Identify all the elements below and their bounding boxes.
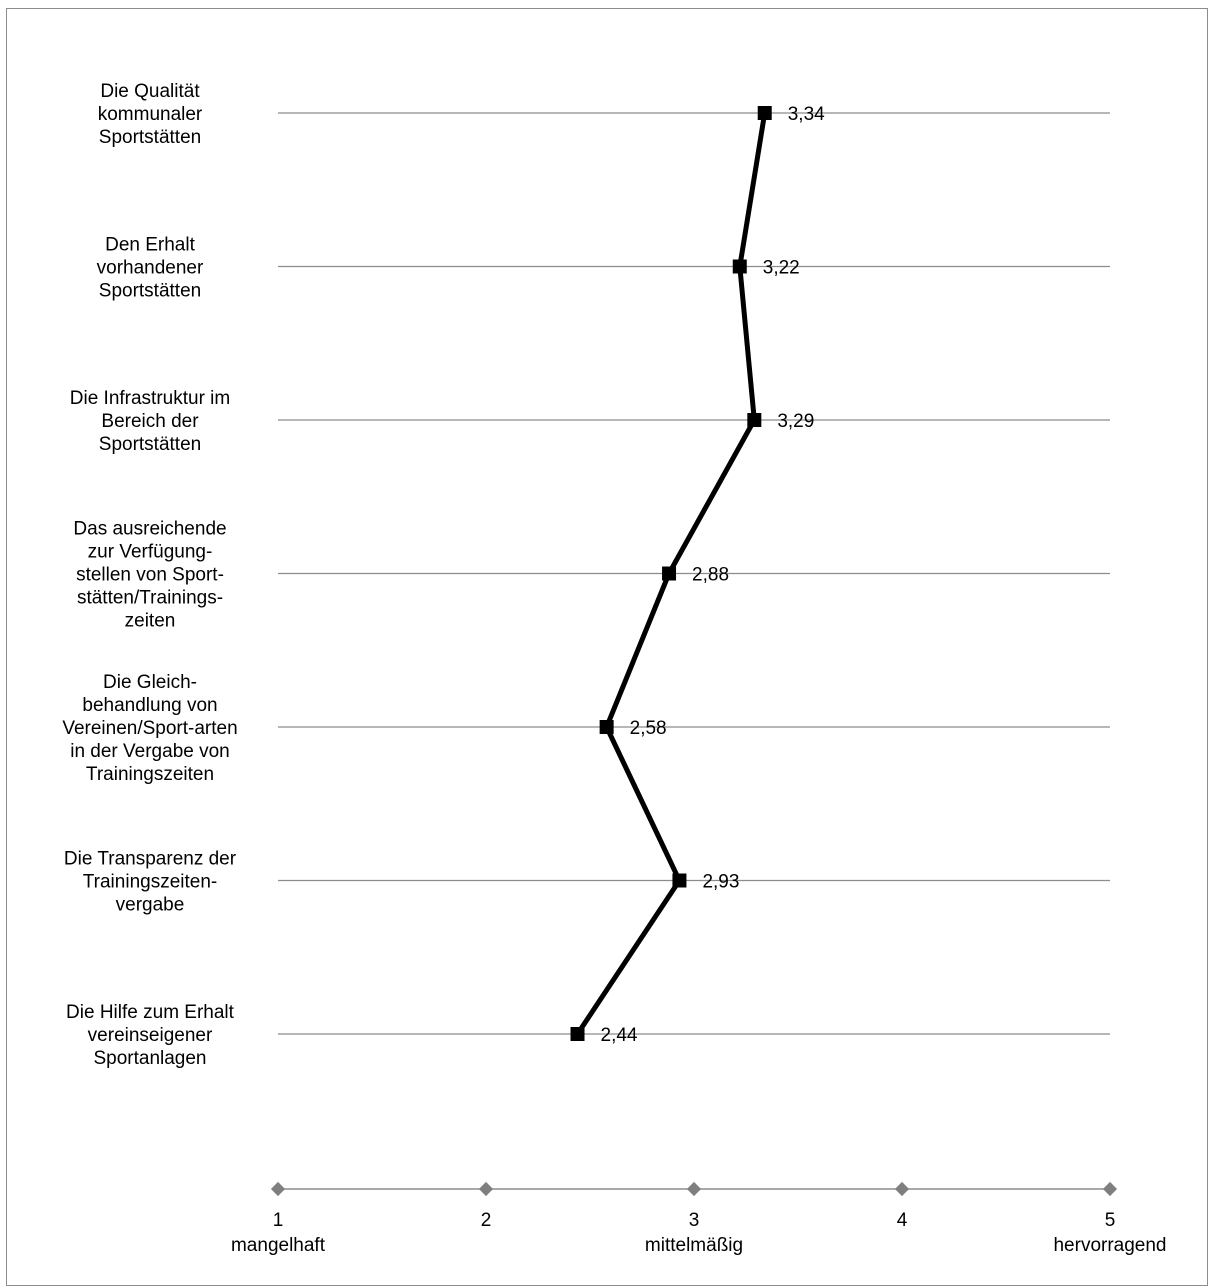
axis-tick-marker [1102, 1181, 1118, 1197]
category-label: Die Gleich-behandlung von Vereinen/Sport-… [62, 672, 237, 785]
axis-tick-number: 3 [689, 1210, 700, 1231]
category-label-line: Die Infrastruktur im [70, 388, 230, 409]
category-label-line: Sportanlagen [93, 1048, 206, 1069]
category-label: Die Transparenz der Trainingszeiten-verga… [64, 849, 237, 916]
data-value-label: 2,44 [601, 1025, 638, 1046]
category-label: Die Qualität kommunaler Sportstätten [98, 81, 203, 148]
category-label-line: Die Gleich- [103, 672, 197, 693]
category-label-line: Vereinen/Sport-arten [62, 718, 237, 739]
category-label-line: Die Qualität [100, 81, 200, 102]
axis-tick-marker [894, 1181, 910, 1197]
data-value-label: 2,58 [630, 718, 667, 739]
data-value-label: 2,93 [702, 872, 739, 893]
category-label: Den Erhalt vorhandener Sportstätten [97, 235, 204, 302]
category-label-line: Den Erhalt [105, 235, 195, 256]
data-value-label: 3,34 [788, 104, 825, 125]
data-point-marker [662, 566, 677, 581]
data-markers [570, 106, 772, 1041]
data-point-marker [747, 413, 762, 427]
axis-tick-number: 2 [481, 1210, 492, 1231]
category-label-line: stellen von Sport- [76, 565, 224, 586]
category-label-line: Bereich der [101, 411, 199, 432]
category-label-line: Sportstätten [99, 434, 201, 455]
category-label: Die Infrastruktur im Bereich der Sportstät… [70, 388, 230, 455]
data-value-label: 2,88 [692, 565, 729, 586]
category-label-line: Sportstätten [99, 127, 201, 148]
category-label-line: Trainingszeiten- [83, 872, 217, 893]
rating-axis: 1 mangelhaft 2 3 mittelmäßig 4 5 hervorragend [231, 1181, 1167, 1256]
category-label-line: Das ausreichende [73, 519, 226, 540]
category-label-line: Die Hilfe zum Erhalt [66, 1002, 235, 1023]
axis-tick-marker [478, 1181, 494, 1197]
data-value-label: 3,29 [777, 411, 814, 432]
data-point-marker [672, 873, 687, 888]
category-label-line: behandlung von [82, 695, 217, 716]
axis-tick-label: mangelhaft [231, 1235, 326, 1256]
data-labels: 3,34 3,22 3,29 2,88 2,58 2,93 2,44 [601, 104, 826, 1046]
axis-tick-label: mittelmäßig [645, 1235, 743, 1256]
data-value-label: 3,22 [763, 258, 800, 279]
category-label-line: zeiten [125, 611, 176, 632]
category-label-line: Trainingszeiten [86, 764, 214, 785]
category-label-line: stätten/Trainings- [77, 588, 223, 609]
category-label-line: zur Verfügung- [88, 542, 213, 563]
category-label: Das ausreichende zur Verfügung-stellen vo… [73, 519, 226, 632]
axis-tick-label: hervorragend [1053, 1235, 1166, 1256]
grid-lines [278, 112, 1110, 1035]
data-point-marker [757, 106, 772, 120]
axis-tick-marker [270, 1181, 286, 1197]
category-label-line: vergabe [116, 895, 185, 916]
category-label-line: kommunaler [98, 104, 203, 125]
axis-tick-marker [686, 1181, 702, 1197]
category-label-line: vorhandener [97, 258, 204, 279]
category-label-line: Sportstätten [99, 281, 201, 302]
category-label-line: Die Transparenz der [64, 849, 237, 870]
chart-frame [6, 8, 1208, 1286]
axis-tick-number: 5 [1105, 1210, 1116, 1231]
axis-tick-number: 4 [897, 1210, 908, 1231]
data-point-marker [570, 1027, 585, 1041]
category-label-line: vereinseigener [88, 1025, 213, 1046]
axis-tick-number: 1 [273, 1210, 284, 1231]
category-label-line: in der Vergabe von [70, 741, 230, 762]
data-point-marker [732, 259, 747, 274]
data-point-marker [599, 720, 614, 734]
category-label: Die Hilfe zum Erhalt vereinseigener Sporta… [66, 1002, 235, 1069]
